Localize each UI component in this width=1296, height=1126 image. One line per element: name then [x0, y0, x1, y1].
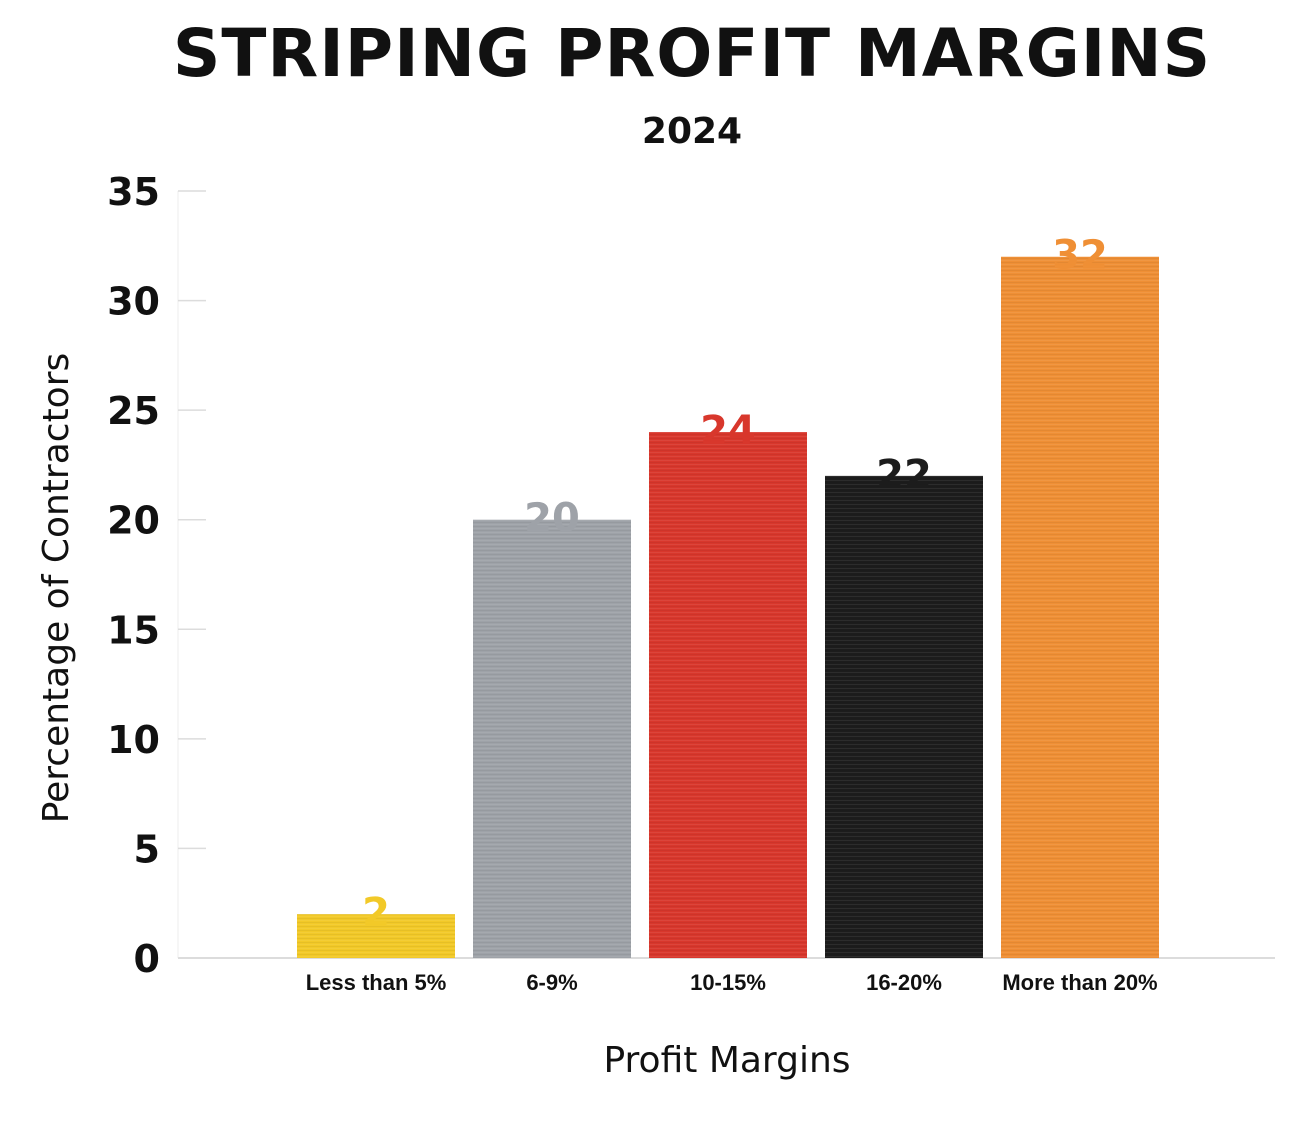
x-tick-label: 6-9% [526, 970, 577, 995]
x-tick-label: Less than 5% [306, 970, 447, 995]
bar-texture [1001, 256, 1159, 958]
y-tick-label: 5 [134, 827, 160, 871]
axes: 0 5 10 15 20 25 30 35 [107, 170, 1275, 981]
y-tick-label: 35 [107, 170, 160, 214]
y-tick-label: 0 [134, 937, 160, 981]
bar-texture [825, 475, 983, 958]
y-tick-label: 25 [107, 389, 160, 433]
chart-subtitle: 2024 [642, 111, 742, 152]
chart-title: STRIPING PROFIT MARGINS [173, 15, 1211, 92]
y-axis-label: Percentage of Contractors [36, 353, 77, 824]
bar-texture [473, 519, 631, 958]
x-tick-label: 16-20% [866, 970, 942, 995]
data-labels: 2 Less than 5% 20 6-9% 24 10-15% 22 16-20% 32 Mor… [306, 233, 1158, 995]
data-label: 20 [524, 496, 580, 542]
data-label: 22 [876, 452, 932, 498]
y-tick-label: 20 [107, 499, 160, 543]
y-tick-label: 15 [107, 608, 160, 652]
y-tick-label: 10 [107, 718, 160, 762]
bar-texture [297, 914, 455, 958]
data-label: 24 [700, 408, 756, 454]
x-tick-label: 10-15% [690, 970, 766, 995]
y-tick-label: 30 [107, 280, 160, 324]
x-tick-label: More than 20% [1002, 970, 1157, 995]
bars [297, 256, 1159, 958]
bar-texture [649, 432, 807, 958]
data-label: 2 [362, 890, 390, 936]
x-axis-label: Profit Margins [603, 1040, 850, 1081]
data-label: 32 [1052, 233, 1108, 279]
